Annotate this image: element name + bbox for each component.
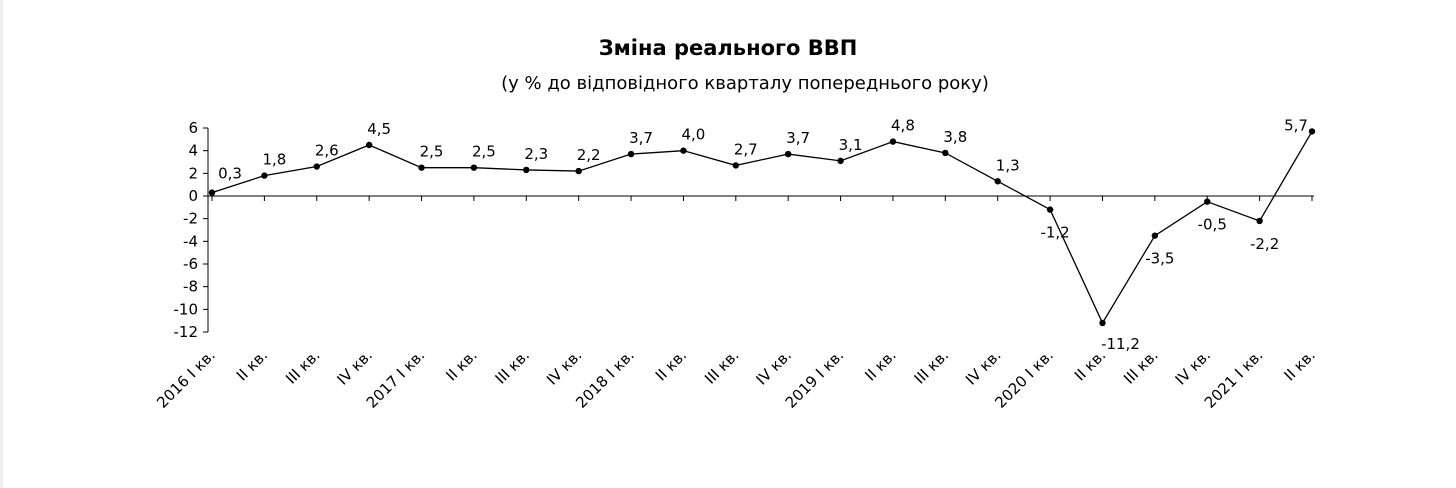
data-label: 1,3 xyxy=(996,156,1020,174)
data-point xyxy=(1151,232,1159,239)
data-point xyxy=(627,150,635,158)
data-point xyxy=(1204,198,1211,205)
data-point xyxy=(942,149,949,157)
data-label: 3,1 xyxy=(839,136,863,154)
y-tick-label: -10 xyxy=(174,300,199,318)
data-label: 4,0 xyxy=(681,126,705,144)
data-label: 3,7 xyxy=(629,129,653,147)
y-tick-label: 2 xyxy=(188,164,198,182)
data-label: -3,5 xyxy=(1145,250,1174,268)
x-tick-label: III кв. xyxy=(282,346,324,388)
x-tick-label: IV кв. xyxy=(333,346,376,389)
data-point xyxy=(680,147,687,154)
data-label: 5,7 xyxy=(1284,116,1308,134)
data-point xyxy=(208,189,216,196)
x-tick-label: III кв. xyxy=(701,346,743,388)
data-label: 2,5 xyxy=(420,143,444,161)
data-point xyxy=(1099,319,1106,327)
data-label: -1,2 xyxy=(1040,224,1069,242)
data-label: 3,8 xyxy=(943,128,967,146)
data-point xyxy=(470,164,478,171)
data-point xyxy=(837,157,844,165)
x-tick-label: II кв. xyxy=(442,346,480,384)
data-label: -11,2 xyxy=(1101,335,1140,353)
chart-title: Зміна реального ВВП xyxy=(598,36,858,60)
x-tick-label: IV кв. xyxy=(1172,346,1215,389)
y-tick-label: 0 xyxy=(188,187,198,205)
x-tick-label: 2016 I кв. xyxy=(153,346,219,412)
data-label: 4,8 xyxy=(891,117,915,135)
data-point xyxy=(523,166,530,174)
y-tick-label: -6 xyxy=(183,255,198,273)
y-tick-label: -12 xyxy=(174,323,199,341)
data-label: 2,6 xyxy=(315,142,339,160)
data-point xyxy=(418,164,425,171)
y-tick-label: -8 xyxy=(183,278,198,296)
x-tick-label: III кв. xyxy=(911,346,953,388)
chart-subtitle: (у % до відповідного кварталу попередньо… xyxy=(501,73,989,94)
data-label: -2,2 xyxy=(1250,235,1279,253)
x-tick-label: II кв. xyxy=(1280,346,1318,384)
y-tick-label: -4 xyxy=(183,232,198,250)
y-tick-label: 4 xyxy=(188,142,198,160)
y-axis: 6 4 2 0 -2 -4 -6 -8 -10 -12 xyxy=(174,119,209,341)
data-point xyxy=(313,163,320,170)
y-tick-label: 6 xyxy=(188,119,198,137)
x-tick-label: II кв. xyxy=(861,346,899,384)
data-point xyxy=(994,178,1001,185)
data-label: 2,5 xyxy=(472,143,496,161)
x-tick-label: III кв. xyxy=(492,346,534,388)
x-axis: 2016 I кв. II кв. III кв. IV кв.2017 I кв. I… xyxy=(153,195,1319,412)
data-label: 2,7 xyxy=(734,140,758,158)
data-label: 0,3 xyxy=(218,165,242,183)
x-tick-label: II кв. xyxy=(652,346,690,384)
data-label: 1,8 xyxy=(262,151,286,169)
data-point xyxy=(732,162,740,169)
x-tick-label: IV кв. xyxy=(543,346,586,389)
data-point xyxy=(1256,217,1263,225)
data-point xyxy=(784,150,792,158)
data-point xyxy=(1308,128,1316,135)
series-layer: 0,3 1,8 2,6 4,5 2,5 2,5 2,3 2,2 3,7 4,0 2,7 3,7 3,1 4… xyxy=(208,116,1316,353)
data-point xyxy=(365,141,373,149)
x-tick-label: II кв. xyxy=(233,346,271,384)
x-tick-label: IV кв. xyxy=(753,346,796,389)
data-point xyxy=(889,138,897,145)
data-label: 4,5 xyxy=(367,120,391,138)
series-line xyxy=(211,131,1313,325)
data-point xyxy=(1046,206,1054,213)
data-point xyxy=(575,167,582,175)
y-tick-label: -2 xyxy=(183,210,198,228)
x-tick-label: IV кв. xyxy=(962,346,1005,389)
data-label: -0,5 xyxy=(1198,216,1227,234)
left-border xyxy=(0,0,3,488)
data-label: 2,3 xyxy=(524,145,548,163)
data-label: 2,2 xyxy=(577,146,601,164)
data-point xyxy=(261,172,268,179)
data-label: 3,7 xyxy=(786,129,810,147)
